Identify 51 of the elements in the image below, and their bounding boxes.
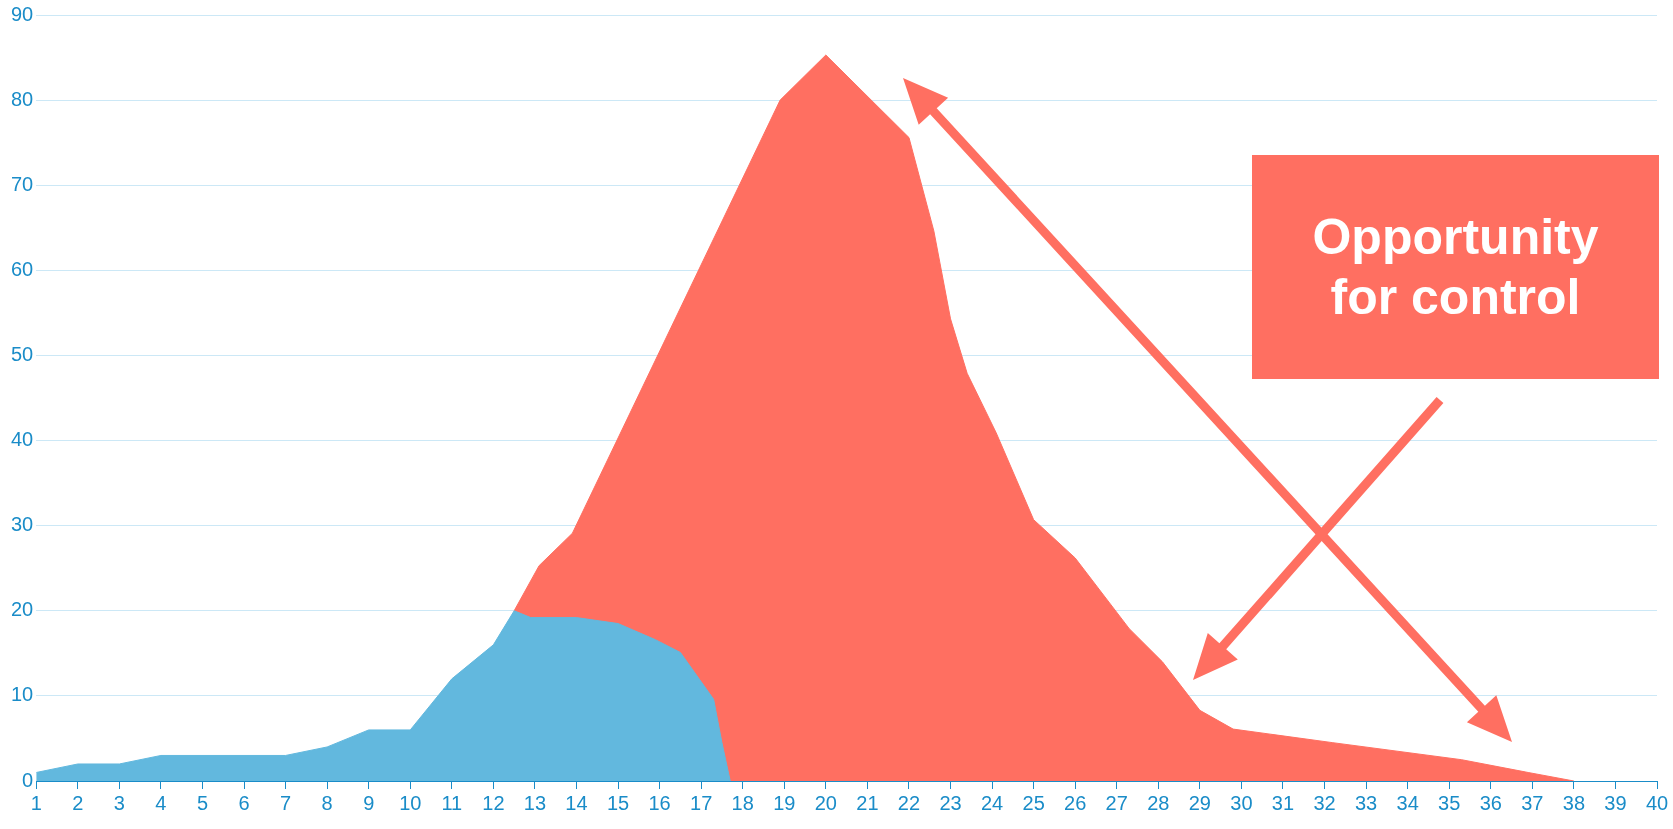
x-tick-label: 7 (280, 791, 292, 814)
x-tick-label: 40 (1645, 791, 1669, 814)
x-tick-label: 14 (565, 791, 588, 814)
x-tick-label: 22 (897, 791, 921, 814)
x-tick-label: 27 (1105, 791, 1128, 814)
x-tick-label: 13 (523, 791, 547, 814)
x-tick-label: 17 (690, 791, 713, 814)
x-tick-label: 16 (648, 791, 671, 814)
x-tick-label: 35 (1438, 791, 1461, 814)
x-tick-label: 39 (1604, 791, 1627, 814)
x-tick-label: 9 (363, 791, 375, 814)
x-tick-label: 28 (1147, 791, 1170, 814)
x-tick-label: 37 (1521, 791, 1544, 814)
x-tick-label: 6 (238, 791, 250, 814)
x-tick-label: 26 (1064, 791, 1087, 814)
x-tick-label: 5 (196, 791, 209, 814)
x-tick-label: 30 (1230, 791, 1253, 814)
x-tick-label: 38 (1562, 791, 1586, 814)
y-tick-label: 0 (22, 768, 34, 791)
y-tick-label: 40 (11, 428, 34, 451)
y-tick-label: 80 (11, 87, 34, 110)
x-tick-label: 31 (1271, 791, 1295, 814)
x-tick-label: 34 (1396, 791, 1419, 814)
x-tick-label: 23 (939, 791, 962, 814)
y-tick-label: 10 (11, 683, 34, 706)
annotation: Opportunity for control (1252, 155, 1659, 379)
x-tick-label: 3 (113, 791, 125, 814)
y-tick-label: 20 (11, 598, 34, 621)
x-tick-label: 2 (72, 791, 84, 814)
x-tick-label: 21 (856, 791, 879, 814)
x-tick-label: 32 (1313, 791, 1336, 814)
x-tick-label: 20 (814, 791, 837, 814)
x-tick-label: 1 (30, 791, 42, 814)
x-tick-label: 19 (773, 791, 796, 814)
x-tick-label: 18 (731, 791, 754, 814)
x-tick-label: 12 (482, 791, 505, 814)
x-tick-label: 8 (321, 791, 333, 814)
y-tick-label: 50 (11, 342, 34, 365)
x-tick-label: 29 (1188, 791, 1211, 814)
x-tick-label: 4 (155, 791, 167, 814)
y-tick-label: 90 (11, 2, 34, 25)
x-tick-label: 33 (1354, 791, 1378, 814)
y-tick-label: 60 (11, 257, 34, 280)
x-tick-label: 15 (606, 791, 630, 814)
x-tick-label: 24 (980, 791, 1004, 814)
y-tick-label: 30 (11, 513, 34, 536)
x-tick-label: 11 (441, 791, 463, 814)
x-tick-label: 25 (1022, 791, 1045, 814)
y-tick-label: 70 (11, 172, 34, 195)
x-tick-label: 36 (1479, 791, 1502, 814)
x-tick-label: 10 (399, 791, 422, 814)
